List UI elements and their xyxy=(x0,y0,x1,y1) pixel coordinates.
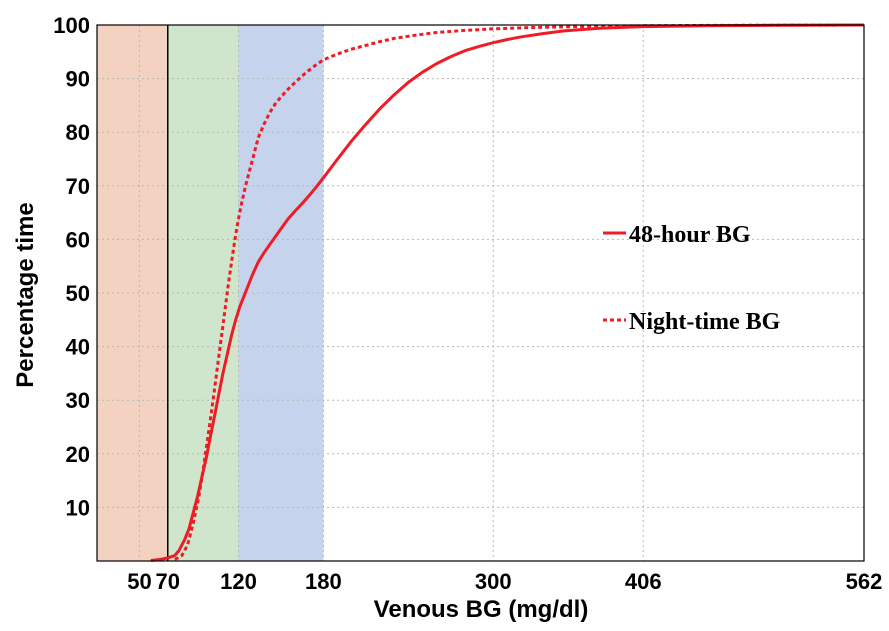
y-tick-90: 90 xyxy=(66,67,90,92)
x-tick-180: 180 xyxy=(305,569,342,594)
series-line-night-time xyxy=(174,23,865,561)
y-tick-50: 50 xyxy=(66,281,90,306)
x-tick-562: 562 xyxy=(846,569,883,594)
y-tick-30: 30 xyxy=(66,388,90,413)
series-lines xyxy=(150,23,865,562)
y-tick-70: 70 xyxy=(66,174,90,199)
y-tick-100: 100 xyxy=(53,13,90,38)
x-tick-70: 70 xyxy=(156,569,180,594)
x-tick-406: 406 xyxy=(625,569,662,594)
y-tick-80: 80 xyxy=(66,120,90,145)
y-tick-40: 40 xyxy=(66,335,90,360)
y-tick-labels: 10 20 30 40 50 60 70 80 90 100 xyxy=(53,13,90,520)
x-tick-labels: 50 70 120 180 300 406 562 xyxy=(127,569,882,594)
plot-frame xyxy=(96,24,865,562)
x-axis-label: Venous BG (mg/dl) xyxy=(374,596,589,623)
range-band-elevated xyxy=(238,25,324,561)
y-tick-20: 20 xyxy=(66,442,90,467)
y-tick-10: 10 xyxy=(66,495,90,520)
glucose-range-bands xyxy=(97,25,324,561)
y-axis-label: Percentage time xyxy=(12,202,39,387)
x-tick-120: 120 xyxy=(220,569,257,594)
y-tick-60: 60 xyxy=(66,227,90,252)
legend-label-48-hour: 48-hour BG xyxy=(629,222,751,248)
legend: 48-hour BG Night-time BG xyxy=(603,222,781,335)
x-tick-300: 300 xyxy=(475,569,512,594)
legend-label-night-time: Night-time BG xyxy=(629,309,781,335)
x-tick-50: 50 xyxy=(127,569,151,594)
